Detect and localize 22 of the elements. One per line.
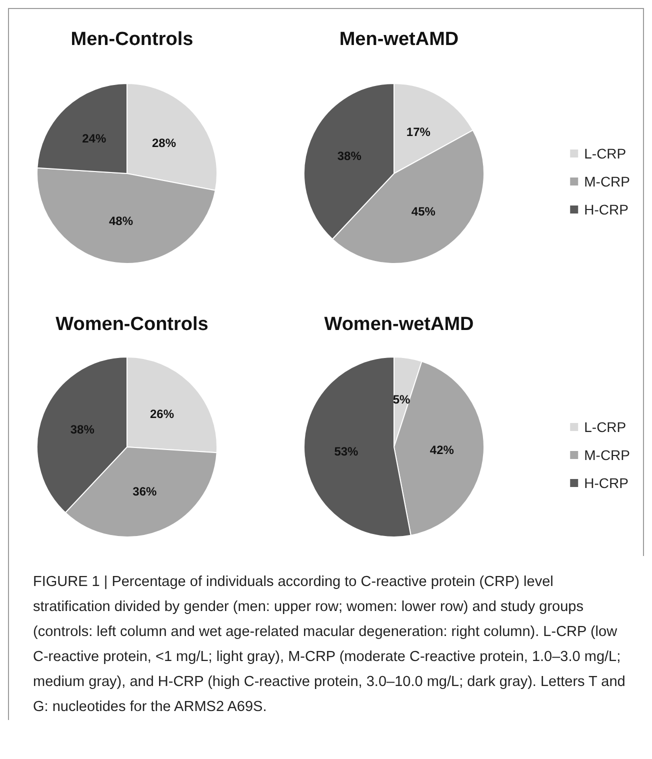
data-label: 53% <box>334 444 359 459</box>
slice-label: Men-wetAMD <box>339 29 459 50</box>
slice-label: Women-Controls <box>56 314 208 335</box>
data-label: 26% <box>150 407 174 422</box>
legend-label: M-CRP <box>584 174 630 190</box>
data-label: 17% <box>406 125 431 140</box>
data-label: 24% <box>82 132 106 146</box>
data-label: 38% <box>337 148 362 163</box>
legend-label: L-CRP <box>584 146 626 162</box>
data-label: 42% <box>430 443 454 458</box>
legend-label: M-CRP <box>584 447 630 463</box>
data-label: 45% <box>411 204 436 218</box>
data-label: 28% <box>152 136 176 150</box>
slice-label: Men-Controls <box>70 29 194 50</box>
caption: FIGURE 1 | Percentage of individuals according to C-reactive protein (CRP) level stratification divided by gender (men: upper row; women: lower row) and study groups (controls: left column and wet age-related macular degeneration: right column). L-CRP (low C-reactive protein, <1 mg/L; light gray), M-CRP (moderate C-reactive protein, 1.0–3.0 mg/L; medium gray), and H-CRP (high C-reactive protein, 3.0–10.0 mg/L; dark gray). Letters T and G: nucleotides for the ARMS2 A69S. <box>33 573 626 717</box>
data-label: 48% <box>108 214 134 228</box>
data-label: 38% <box>70 422 95 436</box>
legend-label: H-CRP <box>584 202 628 218</box>
slice-label: Women-wetAMD <box>324 314 474 335</box>
legend-label: L-CRP <box>584 419 626 435</box>
data-label: 36% <box>132 484 157 499</box>
legend-label: H-CRP <box>584 475 628 491</box>
